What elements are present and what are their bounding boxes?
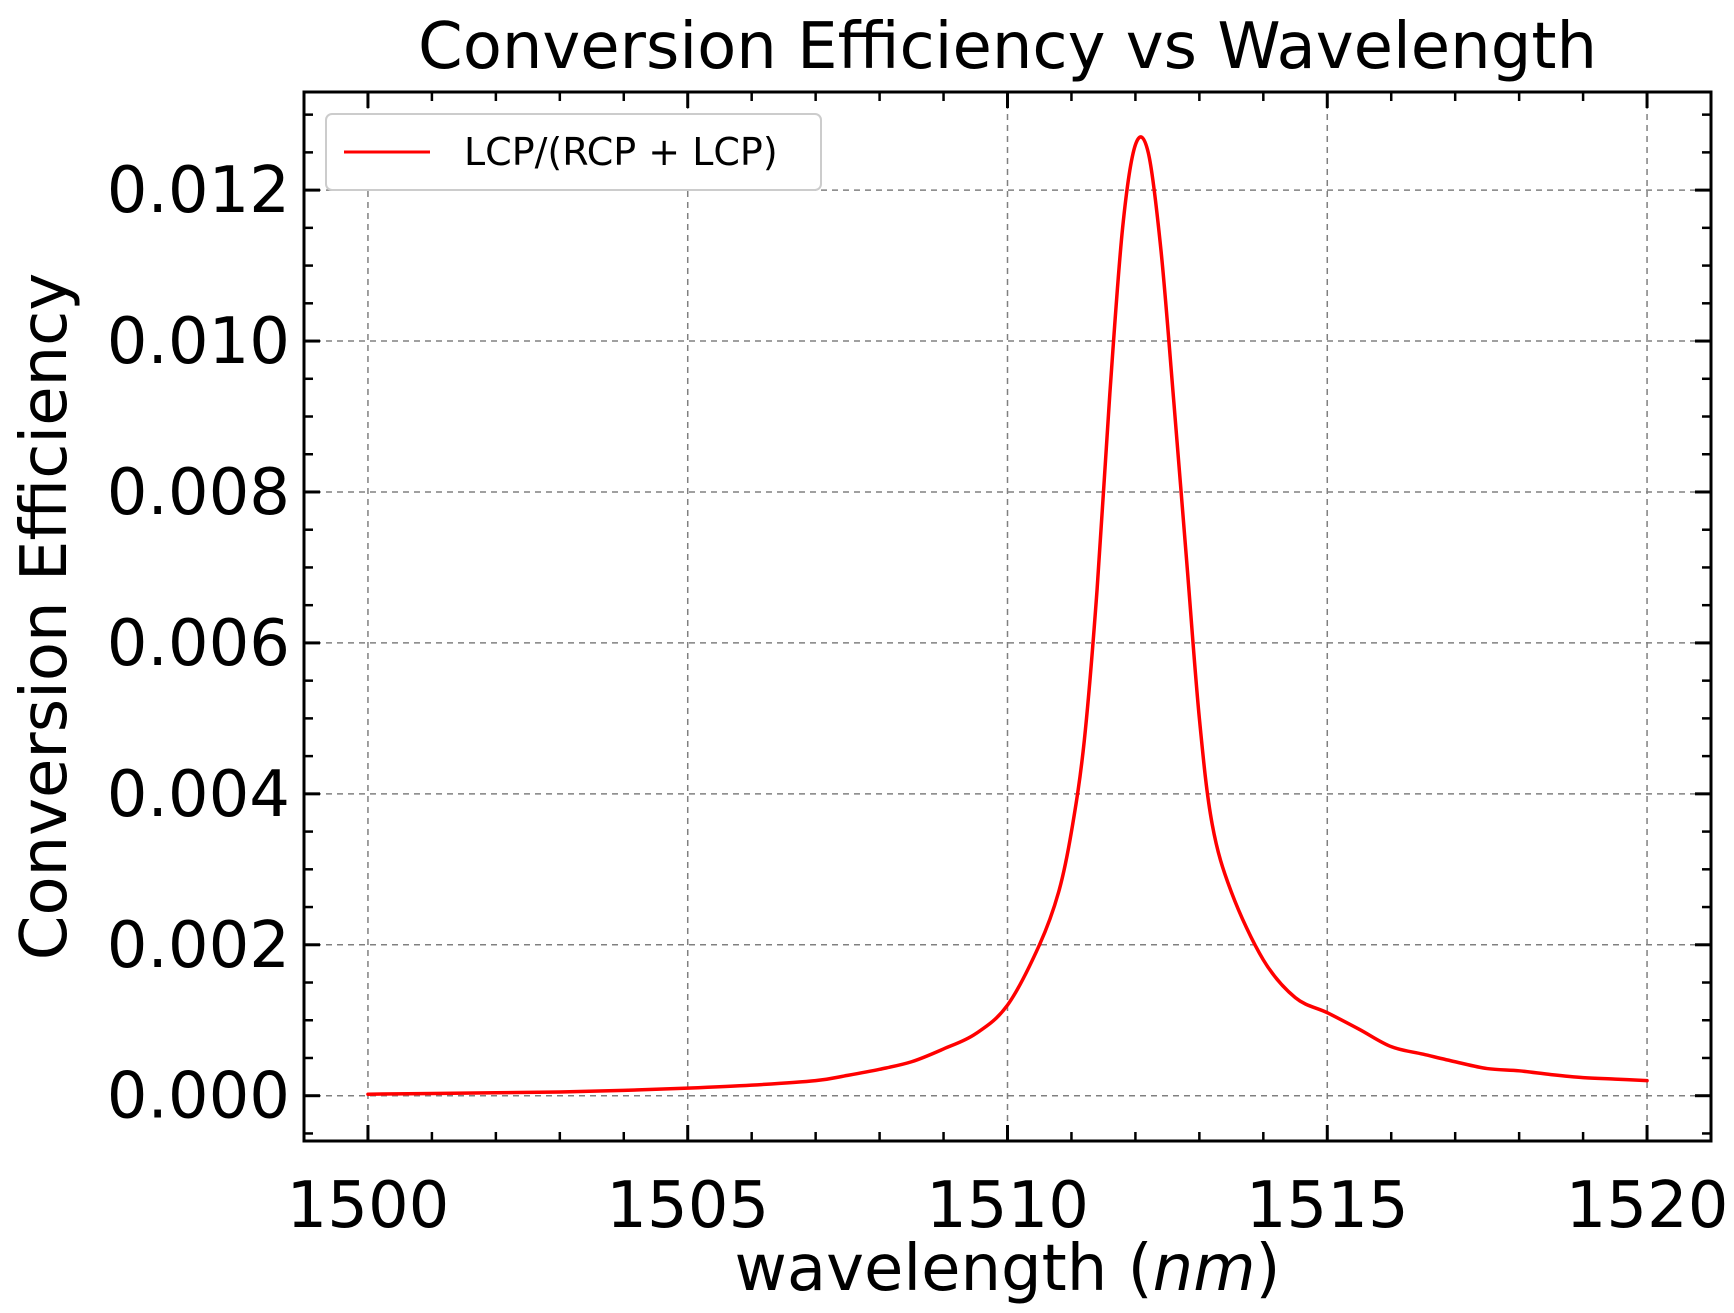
x-axis-label-text: wavelength bbox=[735, 1232, 1108, 1306]
series-layer bbox=[366, 135, 1649, 1096]
x-axis-label-unit: nm bbox=[1153, 1232, 1256, 1306]
x-tick-label: 1510 bbox=[926, 1169, 1089, 1243]
chart-title: Conversion Efficiency vs Wavelength bbox=[418, 10, 1597, 84]
plot-frame bbox=[302, 90, 1713, 1143]
y-tick-labels: 0.000 0.002 0.004 0.006 0.008 0.010 0.012 bbox=[107, 154, 290, 1134]
y-tick-label: 0.004 bbox=[107, 758, 290, 832]
x-tick-label: 1500 bbox=[287, 1169, 450, 1243]
legend: LCP/(RCP + LCP) bbox=[325, 113, 822, 191]
y-tick-label: 0.010 bbox=[107, 305, 290, 379]
y-tick-label: 0.000 bbox=[107, 1060, 290, 1134]
grid-lines bbox=[304, 92, 1711, 1141]
x-tick-labels: 1500 1505 1510 1515 1520 bbox=[287, 1169, 1729, 1243]
x-axis-label-close-paren: ) bbox=[1256, 1232, 1281, 1306]
y-axis-label: Conversion Efficiency bbox=[8, 273, 82, 960]
x-tick-label: 1505 bbox=[606, 1169, 769, 1243]
y-tick-label: 0.008 bbox=[107, 456, 290, 530]
series-line bbox=[366, 135, 1649, 1096]
y-tick-label: 0.006 bbox=[107, 607, 290, 681]
legend-label: LCP/(RCP + LCP) bbox=[464, 130, 778, 174]
x-axis-label-open-paren: ( bbox=[1107, 1232, 1152, 1306]
x-axis-label: wavelength (nm) bbox=[735, 1232, 1281, 1306]
y-tick-label: 0.002 bbox=[107, 909, 290, 983]
x-tick-label: 1515 bbox=[1246, 1169, 1409, 1243]
y-tick-label: 0.012 bbox=[107, 154, 290, 228]
x-tick-label: 1520 bbox=[1566, 1169, 1729, 1243]
legend-box bbox=[325, 113, 822, 191]
